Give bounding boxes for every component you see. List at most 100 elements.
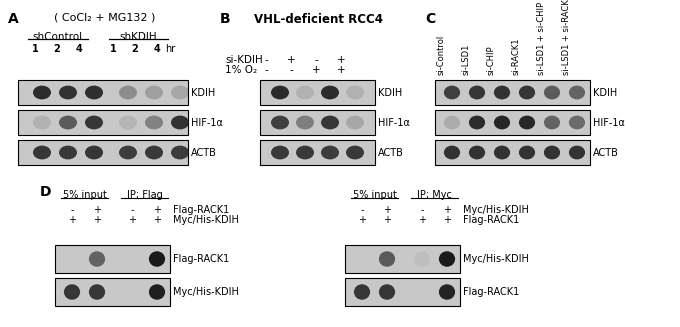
Text: KDIH: KDIH [378,88,403,97]
Ellipse shape [544,86,560,99]
Ellipse shape [33,115,51,129]
Ellipse shape [296,86,314,99]
Text: 1% O₂: 1% O₂ [225,65,257,75]
Text: C: C [425,12,435,26]
Ellipse shape [271,146,289,159]
Text: +: + [337,55,345,65]
Text: HIF-1α: HIF-1α [191,117,223,128]
Ellipse shape [85,115,103,129]
Ellipse shape [33,86,51,99]
Ellipse shape [321,115,339,129]
Text: 4: 4 [154,44,160,54]
Text: +: + [358,215,366,225]
Ellipse shape [494,86,510,99]
Ellipse shape [444,86,460,99]
Ellipse shape [469,146,485,159]
Text: KDIH: KDIH [191,88,216,97]
Text: +: + [443,215,451,225]
Ellipse shape [149,251,165,267]
Text: si-LSD1 + si-RACK1: si-LSD1 + si-RACK1 [562,0,571,75]
Ellipse shape [519,86,535,99]
Ellipse shape [89,284,105,300]
Text: +: + [287,55,295,65]
Bar [260,110,375,135]
Ellipse shape [469,115,485,129]
Ellipse shape [171,115,189,129]
Ellipse shape [271,115,289,129]
Text: shControl: shControl [32,32,82,42]
Ellipse shape [544,146,560,159]
Text: +: + [443,205,451,215]
Ellipse shape [354,284,370,300]
Text: -: - [70,205,73,215]
Ellipse shape [469,86,485,99]
Ellipse shape [64,284,80,300]
Text: IP; Myc: IP; Myc [417,190,452,200]
Ellipse shape [59,86,77,99]
Text: Myc/His-KDIH: Myc/His-KDIH [173,287,239,297]
Ellipse shape [346,115,364,129]
Ellipse shape [59,146,77,159]
Text: 5% input: 5% input [352,190,396,200]
Ellipse shape [439,251,455,267]
Ellipse shape [494,146,510,159]
Ellipse shape [59,115,77,129]
Ellipse shape [379,251,395,267]
Ellipse shape [85,86,103,99]
Text: +: + [93,215,101,225]
Text: si-LSD1 + si-CHIP: si-LSD1 + si-CHIP [537,2,546,75]
Bar [260,80,375,105]
Ellipse shape [119,115,137,129]
Ellipse shape [321,86,339,99]
Text: +: + [311,65,320,75]
Text: -: - [420,205,424,215]
Ellipse shape [296,115,314,129]
Ellipse shape [119,146,137,159]
Bar [435,80,590,105]
Text: 1: 1 [32,44,38,54]
Text: HIF-1α: HIF-1α [593,117,625,128]
Ellipse shape [346,146,364,159]
Text: si-RACK1: si-RACK1 [512,38,521,75]
Text: Flag-RACK1: Flag-RACK1 [173,254,229,264]
Ellipse shape [33,146,51,159]
Ellipse shape [519,115,535,129]
Ellipse shape [119,86,137,99]
Text: +: + [383,205,391,215]
Ellipse shape [569,115,585,129]
Text: VHL-deficient RCC4: VHL-deficient RCC4 [254,13,382,26]
Text: si-CHIP: si-CHIP [487,45,496,75]
Ellipse shape [444,146,460,159]
Text: Flag-RACK1: Flag-RACK1 [463,215,520,225]
Text: D: D [40,185,52,199]
Text: +: + [337,65,345,75]
Ellipse shape [569,146,585,159]
Text: +: + [68,215,76,225]
Text: Flag-RACK1: Flag-RACK1 [173,205,229,215]
Text: si-LSD1: si-LSD1 [462,43,471,75]
Text: HIF-1α: HIF-1α [378,117,410,128]
Text: Flag-RACK1: Flag-RACK1 [463,287,520,297]
Text: 2: 2 [54,44,61,54]
Ellipse shape [145,146,163,159]
Ellipse shape [171,146,189,159]
Text: B: B [220,12,231,26]
Bar [345,245,460,273]
Text: +: + [93,205,101,215]
Ellipse shape [519,146,535,159]
Text: -: - [131,205,134,215]
Ellipse shape [145,86,163,99]
Text: ( CoCl₂ + MG132 ): ( CoCl₂ + MG132 ) [54,13,156,23]
Text: -: - [264,65,268,75]
Text: +: + [383,215,391,225]
Text: si-KDIH: si-KDIH [225,55,262,65]
Ellipse shape [439,284,455,300]
Bar [18,140,188,165]
Text: -: - [314,55,318,65]
Text: hr: hr [165,44,175,54]
Text: ACTB: ACTB [191,147,217,158]
Text: si-Control: si-Control [437,35,446,75]
Text: 5% input: 5% input [63,190,107,200]
Ellipse shape [569,86,585,99]
Text: -: - [264,55,268,65]
